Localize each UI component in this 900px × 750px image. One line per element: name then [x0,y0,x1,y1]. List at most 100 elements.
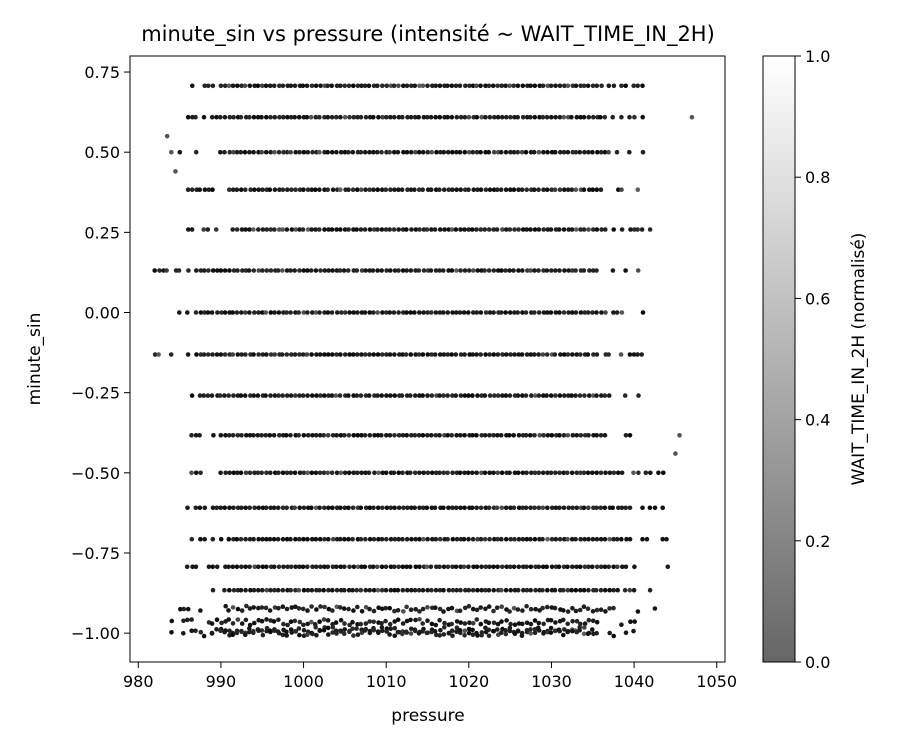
data-point [309,505,314,511]
data-point [387,149,393,155]
data-point [628,619,633,624]
data-point [248,393,253,398]
data-point [359,470,364,476]
data-point [421,310,426,315]
data-point [317,470,323,476]
data-point [231,505,236,511]
y-tick-label: −0.75 [71,544,120,563]
data-point [260,227,266,232]
data-point [581,227,587,232]
data-point [206,564,212,570]
data-point [483,564,489,570]
data-point [301,587,307,593]
data-point [615,470,621,476]
data-point [432,227,438,232]
data-point [603,310,608,315]
data-point [408,393,413,398]
data-point [189,470,194,476]
data-point [404,564,409,570]
data-point [474,505,480,511]
data-point [164,268,169,273]
data-point [407,564,413,570]
data-point [574,352,579,357]
data-point [581,604,587,609]
data-point [594,470,599,476]
data-point [297,393,302,398]
data-point [471,310,476,315]
data-point [416,268,422,273]
data-point [540,536,545,542]
data-point [470,433,475,438]
data-point [234,536,240,542]
data-point [606,149,611,155]
data-point [351,352,356,357]
data-point [413,268,418,273]
data-point [346,149,351,155]
data-point [557,310,562,315]
data-point [494,227,500,232]
data-point [578,227,583,232]
data-point [627,149,632,155]
data-point [503,310,508,315]
data-point [247,606,253,611]
data-point [276,470,281,476]
data-point [338,629,344,634]
data-point [487,470,492,476]
data-point [198,470,203,476]
data-point [515,470,521,476]
data-point [627,536,633,542]
data-point [590,310,595,315]
data-point [457,149,463,155]
data-point [376,114,381,120]
data-point [512,470,518,476]
data-point [441,587,446,593]
data-point [461,310,467,315]
data-point [363,114,369,120]
data-point [627,433,633,438]
data-point [478,227,484,232]
data-point [417,310,422,315]
data-point [206,268,211,273]
data-point [432,352,438,357]
data-point [297,564,302,570]
data-point [449,227,455,232]
data-point [222,149,227,155]
data-point [408,626,414,632]
data-point [590,470,595,476]
data-point [528,631,533,636]
data-point [238,470,244,476]
data-point [445,433,451,438]
data-point [594,564,600,570]
data-point [545,629,550,635]
data-point [379,621,384,626]
data-point [342,83,348,89]
data-point [548,83,554,89]
data-point [169,618,175,624]
data-point [268,587,273,593]
data-point [284,310,289,315]
data-point [259,433,264,438]
colorbar-tick-label: 1.0 [805,47,830,66]
data-point [619,622,624,627]
data-point [525,268,530,273]
data-point [280,505,286,511]
data-point [533,393,538,398]
data-point [450,505,455,511]
data-point [548,470,554,476]
data-point [375,393,380,398]
data-point [474,149,480,155]
data-point [313,268,319,273]
data-point [565,470,570,476]
data-point [210,352,215,357]
data-point [606,83,612,89]
data-point [341,268,347,273]
data-point [358,393,364,398]
data-point [322,268,328,273]
data-point [355,83,361,89]
data-point [326,393,331,398]
data-point [437,227,443,232]
data-point [231,393,236,398]
data-point [413,352,418,357]
data-point [632,619,637,624]
data-point [371,83,377,89]
